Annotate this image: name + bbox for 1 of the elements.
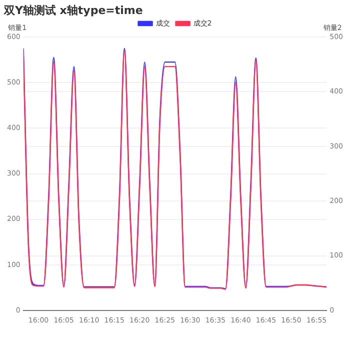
- chart-title: 双Y轴测试 x轴type=time: [4, 3, 143, 18]
